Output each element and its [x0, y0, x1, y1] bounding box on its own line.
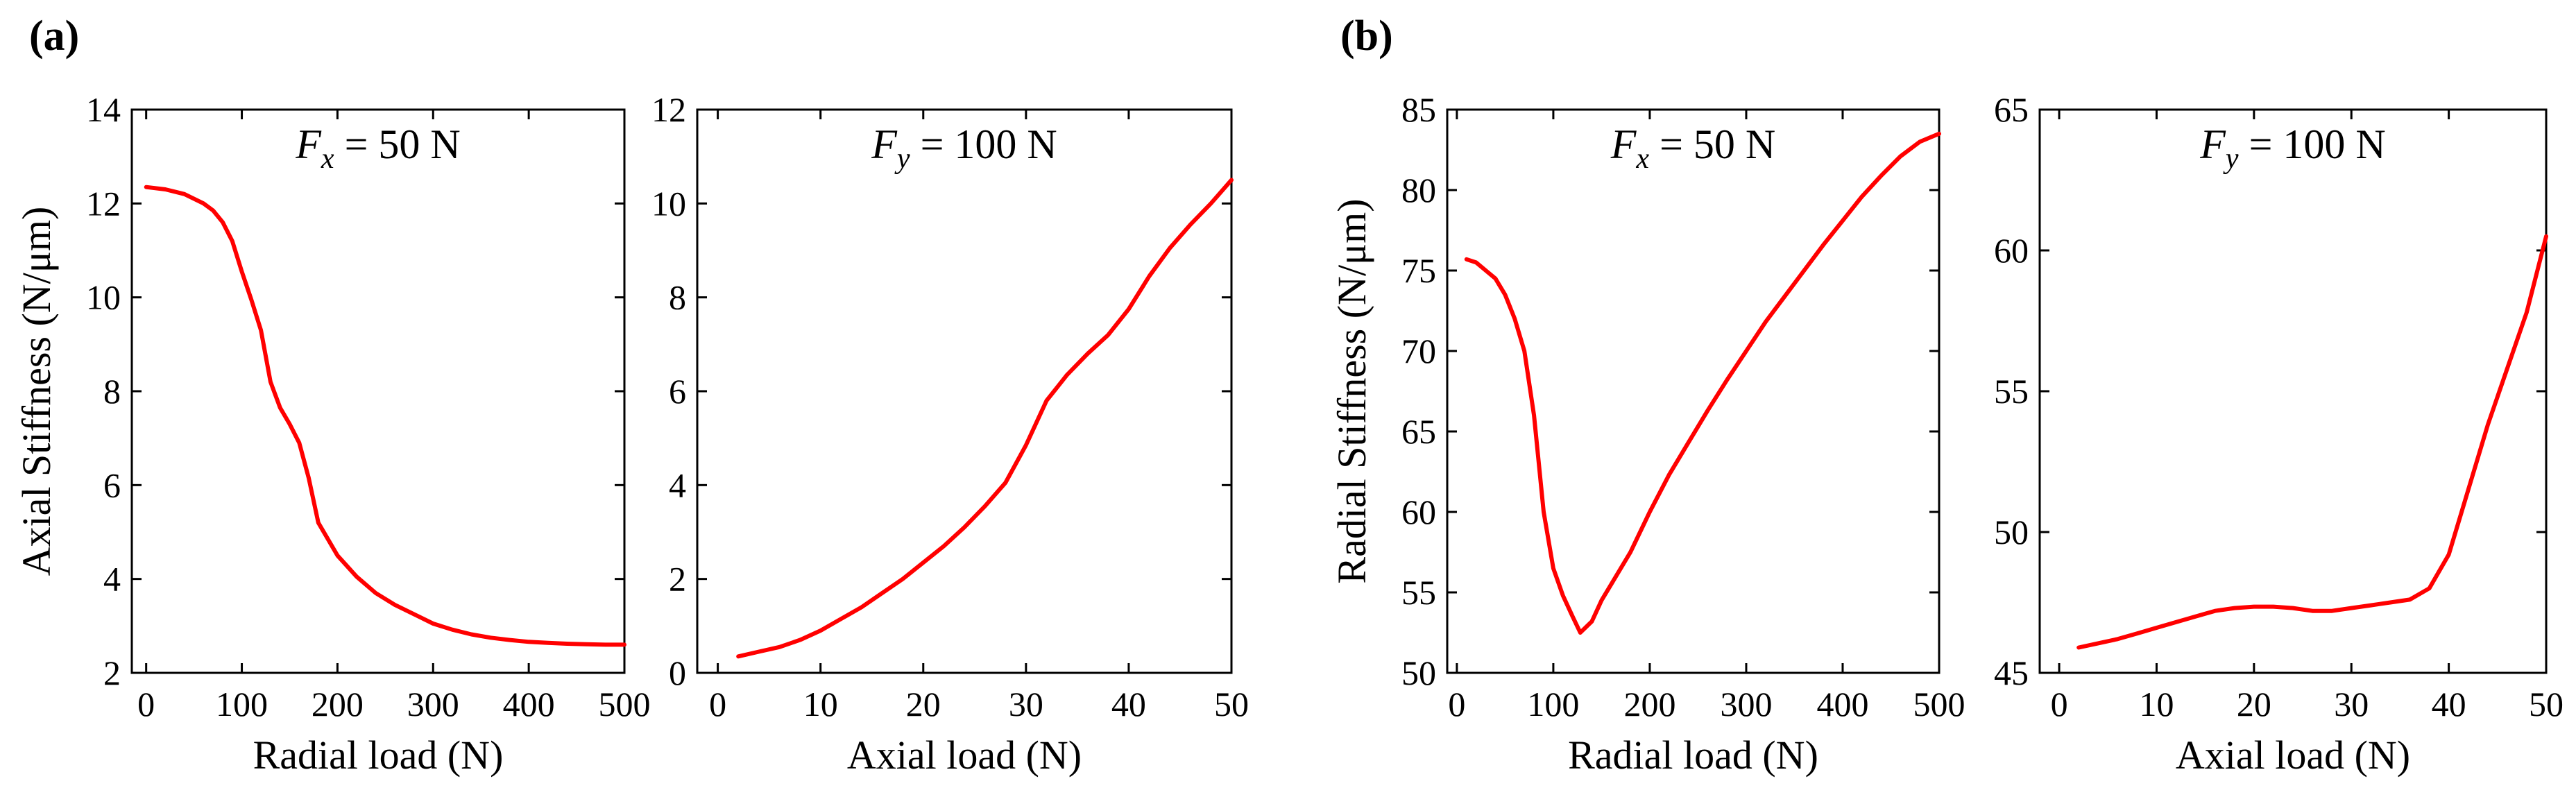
x-tick-label: 200: [312, 685, 364, 723]
annotation-sub: x: [321, 143, 334, 175]
y-axis-label: Radial Stiffness (N/μm): [1329, 198, 1374, 583]
x-tick-label: 300: [407, 685, 459, 723]
plot-frame: [130, 108, 626, 674]
x-tick-label: 0: [2051, 685, 2068, 723]
y-tick-label: 8: [669, 278, 686, 317]
x-tick-label: 40: [1111, 685, 1146, 723]
y-tick-label: 55: [1994, 372, 2029, 411]
annotation-value: = 100 N: [2239, 121, 2386, 167]
x-axis-label: Radial load (N): [253, 733, 504, 778]
annotation-value: = 50 N: [1649, 121, 1775, 167]
y-tick-label: 85: [1401, 90, 1436, 129]
x-tick-label: 50: [2529, 685, 2564, 723]
annotation-var: F: [1610, 121, 1637, 167]
x-tick-label: 200: [1623, 685, 1675, 723]
annotation-value: = 100 N: [910, 121, 1057, 167]
x-tick-label: 40: [2432, 685, 2466, 723]
load-annotation: Fy = 100 N: [871, 121, 1057, 175]
x-tick-label: 20: [2237, 685, 2271, 723]
annotation-sub: y: [2223, 143, 2239, 175]
annotation-var: F: [871, 121, 898, 167]
x-axis-label: Axial load (N): [2176, 733, 2410, 778]
y-tick-label: 2: [103, 653, 121, 692]
x-tick-label: 500: [599, 685, 651, 723]
y-tick-label: 60: [1994, 231, 2029, 270]
y-tick-label: 10: [651, 184, 686, 223]
x-tick-label: 300: [1720, 685, 1772, 723]
annotation-value: = 50 N: [334, 121, 461, 167]
x-tick-label: 10: [803, 685, 838, 723]
x-tick-label: 30: [2334, 685, 2369, 723]
x-tick-label: 50: [1214, 685, 1249, 723]
x-axis-label: Radial load (N): [1568, 733, 1818, 778]
y-tick-label: 50: [1401, 653, 1436, 692]
chart-3: 0 100 200 300 400 500 50 55 60 65 70 75 80 85 Radial l…: [1329, 90, 1965, 778]
y-tick-label: 55: [1401, 573, 1436, 612]
panel-tag-a: (a): [29, 12, 79, 60]
x-tick-label: 400: [1816, 685, 1868, 723]
x-tick-label: 0: [709, 685, 726, 723]
x-tick-label: 400: [503, 685, 555, 723]
chart-1: 0 100 200 300 400 500 2 4 6 8 10 12 14 Radial load (N…: [14, 90, 651, 778]
y-tick-label: 14: [86, 90, 121, 129]
y-tick-label: 10: [86, 278, 121, 317]
x-tick-label: 100: [1527, 685, 1579, 723]
y-tick-label: 4: [103, 560, 121, 599]
x-tick-label: 100: [216, 685, 268, 723]
y-axis-label: Axial Stiffness (N/μm): [14, 207, 59, 576]
y-tick-label: 50: [1994, 513, 2029, 551]
x-tick-label: 10: [2139, 685, 2174, 723]
x-tick-label: 30: [1009, 685, 1043, 723]
annotation-sub: x: [1635, 143, 1649, 175]
y-tick-label: 4: [669, 465, 686, 504]
y-tick-label: 8: [103, 372, 121, 411]
load-annotation: Fy = 100 N: [2199, 121, 2385, 175]
series-line: [1464, 131, 1941, 635]
x-tick-label: 0: [1448, 685, 1465, 723]
y-tick-label: 6: [103, 465, 121, 504]
load-annotation: Fx = 50 N: [1610, 121, 1775, 175]
panel-tag-b: (b): [1340, 12, 1393, 60]
y-tick-label: 0: [669, 653, 686, 692]
x-tick-label: 0: [137, 685, 155, 723]
chart-2: 0 10 20 30 40 50 0 2 4 6 8 10 12 Axial load (N) Fy = 1…: [651, 90, 1249, 778]
y-tick-label: 60: [1401, 492, 1436, 531]
y-tick-label: 2: [669, 560, 686, 599]
y-tick-label: 45: [1994, 653, 2029, 692]
y-tick-label: 75: [1401, 251, 1436, 290]
y-tick-label: 80: [1401, 171, 1436, 209]
series-line: [144, 185, 626, 647]
x-tick-label: 500: [1913, 685, 1965, 723]
x-tick-label: 20: [906, 685, 941, 723]
y-tick-label: 65: [1401, 412, 1436, 451]
annotation-var: F: [2199, 121, 2226, 167]
y-tick-label: 12: [651, 90, 686, 129]
series-line: [736, 178, 1234, 659]
x-axis-label: Axial load (N): [847, 733, 1082, 778]
load-annotation: Fx = 50 N: [295, 121, 460, 175]
plot-frame: [2038, 108, 2548, 674]
y-tick-label: 12: [86, 184, 121, 223]
annotation-sub: y: [894, 143, 910, 175]
plot-frame: [1446, 108, 1940, 674]
chart-4: 0 10 20 30 40 50 45 50 55 60 65 Axial load (N) Fy = …: [1994, 90, 2564, 778]
annotation-var: F: [295, 121, 322, 167]
y-tick-label: 70: [1401, 332, 1436, 370]
y-tick-label: 65: [1994, 90, 2029, 129]
series-line: [2076, 234, 2548, 650]
plot-frame: [696, 108, 1233, 674]
y-tick-label: 6: [669, 372, 686, 411]
